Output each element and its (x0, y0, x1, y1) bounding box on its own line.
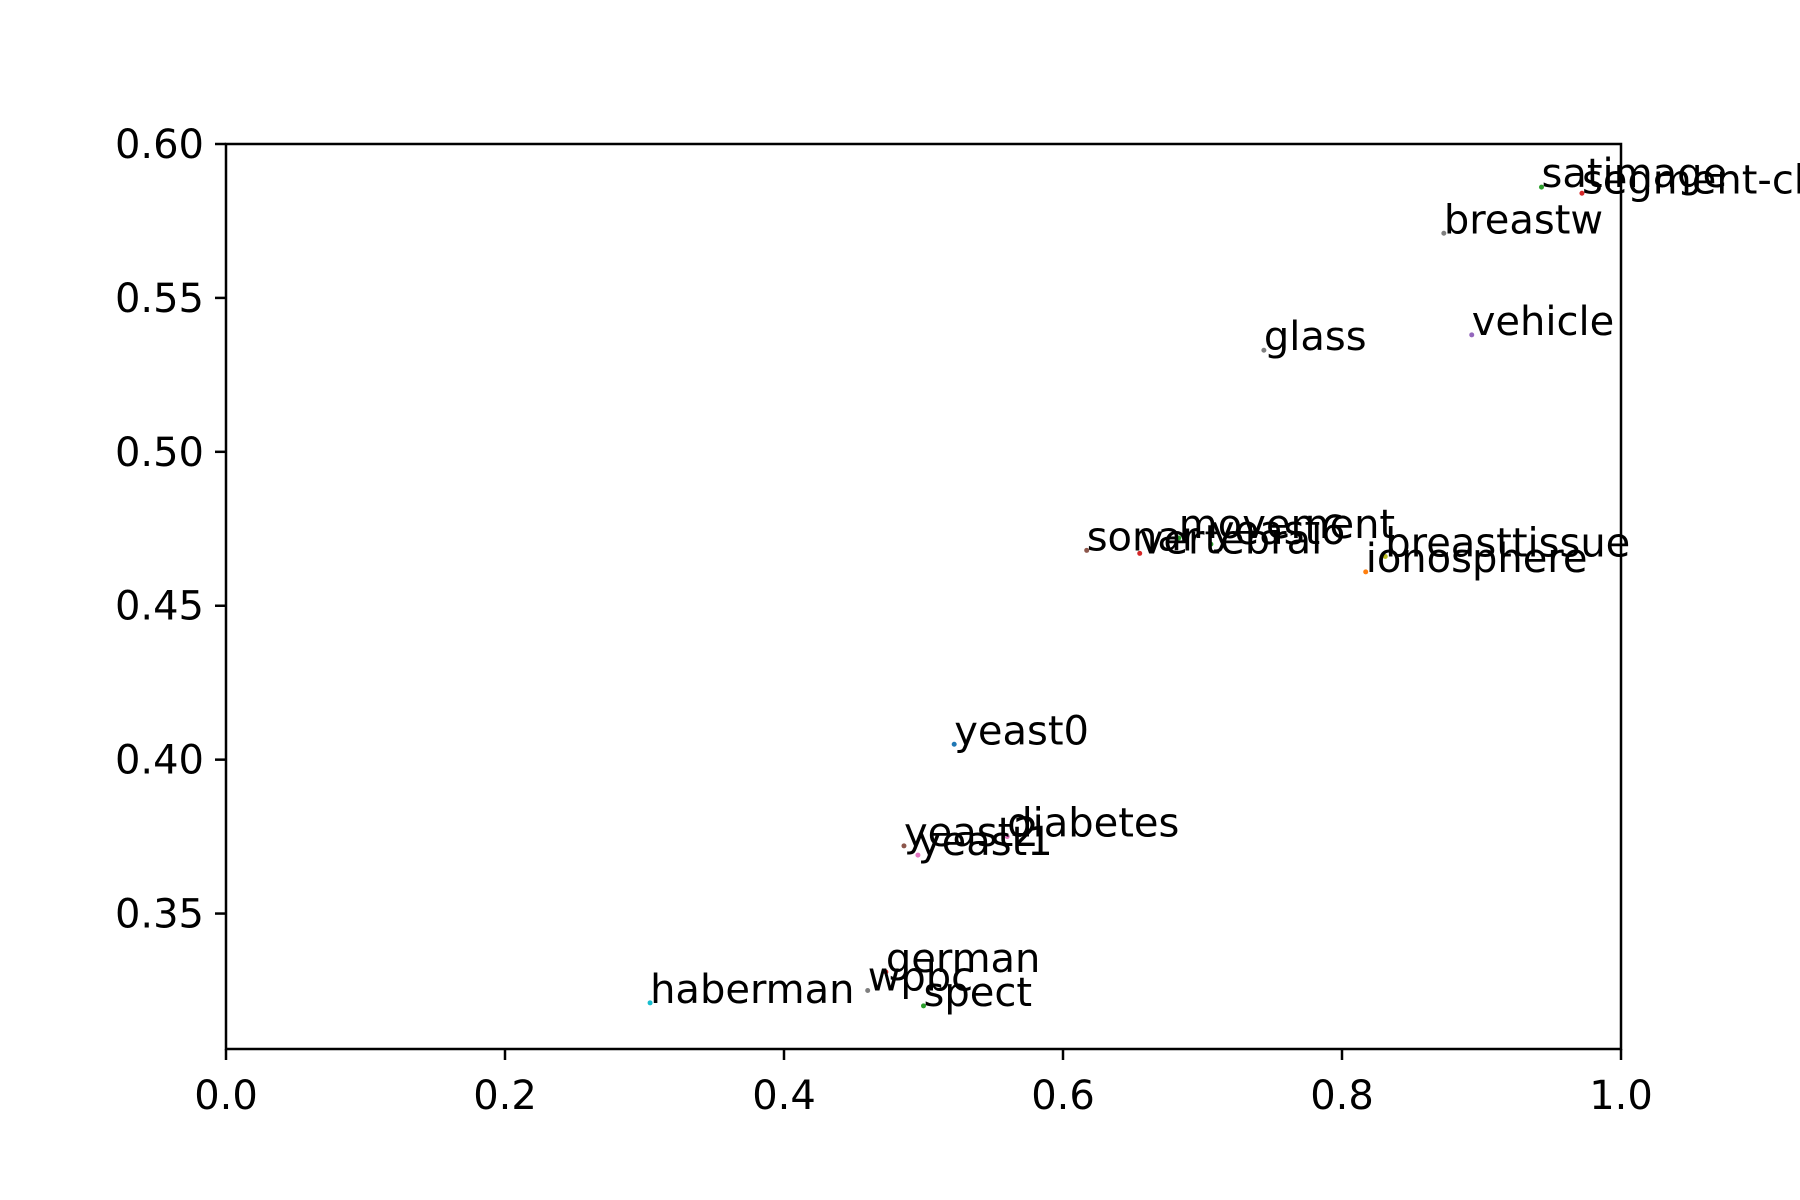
x-tick-label: 0.2 (473, 1073, 537, 1119)
data-label-satimage: satimage (1541, 151, 1727, 197)
data-label-diabetes: diabetes (1007, 801, 1179, 847)
data-point-breasttissue (1382, 553, 1388, 559)
data-point-segment-ch (1579, 190, 1585, 196)
data-point-yeast2 (901, 843, 907, 849)
data-label-yeast1: yeast1 (918, 819, 1053, 865)
data-label-spect: spect (924, 970, 1033, 1016)
data-point-yeast1 (915, 852, 921, 858)
data-point-vertebral (1137, 550, 1143, 556)
y-tick-label: 0.50 (115, 430, 204, 476)
data-label-wpbc: wpbc (868, 955, 974, 1001)
y-tick-label: 0.40 (115, 738, 204, 784)
x-tick-label: 0.8 (1310, 1073, 1374, 1119)
data-point-spect (921, 1003, 926, 1009)
y-tick-label: 0.55 (115, 276, 204, 322)
data-label-glass: glass (1264, 314, 1367, 360)
x-tick-label: 1.0 (1589, 1073, 1653, 1119)
data-point-breastw (1441, 230, 1447, 236)
data-label-segment-ch: segment-ch (1582, 157, 1800, 203)
data-point-ionosphere (1363, 569, 1369, 575)
data-points (647, 184, 1585, 1009)
data-point-glass (1261, 347, 1267, 353)
data-label-haberman: haberman (650, 967, 854, 1013)
data-label-yeast2: yeast2 (904, 810, 1039, 856)
data-point-movement (1176, 535, 1182, 541)
data-point-yeast0 (951, 741, 957, 747)
data-label-movement: movement (1179, 502, 1395, 548)
y-tick-label: 0.35 (115, 892, 204, 938)
data-point-wpbc (865, 988, 871, 994)
data-label-ionosphere: ionosphere (1366, 536, 1588, 582)
data-label-sonar: sonar (1087, 514, 1199, 560)
data-point-haberman (647, 1000, 653, 1006)
axes-layer: 0.0 0.2 0.4 0.6 0.8 1.0 0.35 0.40 0.45 0.50 0.55 0.… (115, 122, 1653, 1119)
x-tick-label: 0.6 (1031, 1073, 1095, 1119)
data-point-satimage (1538, 184, 1544, 190)
data-label-vertebral: vertebral (1140, 517, 1322, 563)
data-label-yeast0: yeast0 (954, 708, 1089, 754)
data-point-yeast6 (1208, 541, 1214, 547)
x-tick-label: 0.4 (752, 1073, 816, 1119)
data-label-vehicle: vehicle (1472, 299, 1614, 345)
plot-frame (224, 142, 1623, 1051)
data-label-german: german (886, 936, 1041, 982)
data-label-yeast6: yeast6 (1211, 508, 1346, 554)
y-tick-label: 0.60 (115, 122, 204, 168)
y-tick-label: 0.45 (115, 584, 204, 630)
data-point-vehicle (1469, 332, 1475, 338)
data-label-breasttissue: breasttissue (1385, 520, 1630, 566)
x-tick-label: 0.0 (194, 1073, 258, 1119)
data-point-diabetes (1004, 834, 1010, 840)
data-point-german (883, 969, 889, 975)
data-label-breastw: breastw (1444, 197, 1603, 243)
data-point-sonar (1084, 547, 1090, 553)
